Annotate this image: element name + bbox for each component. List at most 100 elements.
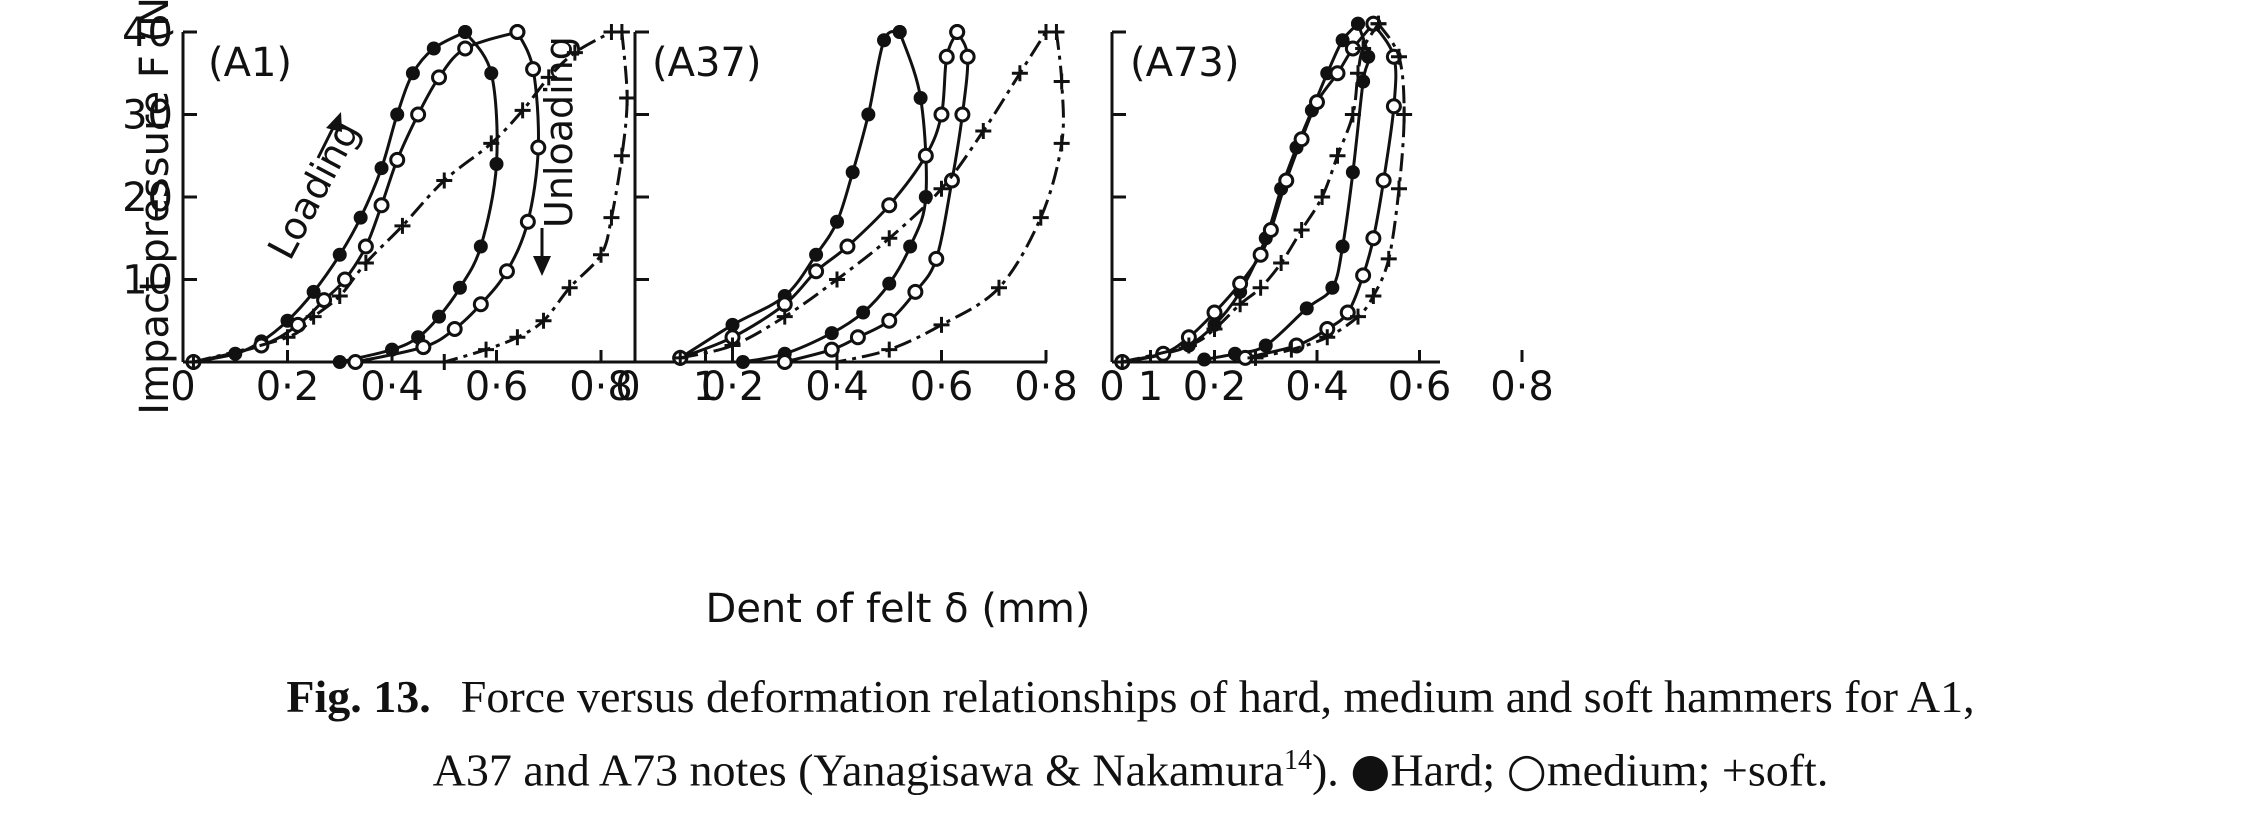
x-tick-label: 0·4	[360, 364, 424, 410]
data-point-filled	[824, 326, 839, 341]
data-point-plus	[1011, 65, 1028, 82]
data-point-plus	[514, 102, 531, 119]
data-point-plus	[436, 172, 453, 189]
data-point-open	[1375, 172, 1392, 189]
data-point-open	[907, 283, 924, 300]
data-point-open	[943, 172, 960, 189]
data-point-plus	[613, 24, 630, 40]
plus-icon: +	[1721, 744, 1748, 796]
data-point-filled	[353, 210, 368, 225]
data-point-open	[928, 250, 945, 267]
unloading-arrowhead	[533, 256, 551, 276]
data-point-open	[446, 321, 463, 337]
data-point-filled	[1345, 165, 1360, 180]
series-plus	[1114, 15, 1413, 370]
legend-medium-label: medium;	[1546, 744, 1711, 796]
legend-hard-label: Hard;	[1390, 744, 1496, 796]
data-point-plus	[975, 123, 992, 139]
caption-text-2: A37 and A73 notes (Yanagisawa & Nakamura	[432, 744, 1284, 796]
caption-text-2b: ).	[1311, 744, 1339, 796]
data-point-plus	[1293, 222, 1310, 238]
data-point-open	[357, 238, 374, 255]
data-point-plus	[613, 147, 630, 164]
data-point-plus	[603, 209, 620, 226]
annotation-loading: Loading	[259, 113, 368, 266]
data-point-open	[1293, 131, 1310, 148]
x-tick-label: 0·2	[701, 364, 765, 410]
data-point-plus	[478, 341, 495, 358]
data-point-open	[498, 263, 515, 280]
data-point-plus	[1232, 296, 1249, 313]
data-point-open	[373, 197, 390, 214]
curve-unloading	[1255, 22, 1406, 360]
data-point-plus	[566, 44, 583, 61]
y-tick-label: 10	[122, 258, 173, 304]
data-point-plus	[1344, 106, 1361, 123]
data-point-filled	[489, 157, 504, 171]
data-point-plus	[1247, 349, 1264, 366]
x-tick-label: 0·8	[1490, 364, 1554, 410]
data-point-plus	[1355, 40, 1372, 57]
data-point-filled	[1356, 74, 1371, 89]
data-point-filled	[1351, 16, 1365, 31]
data-point-filled	[809, 247, 824, 262]
data-point-filled	[1299, 301, 1314, 316]
data-point-plus	[1273, 255, 1290, 271]
data-point-filled	[452, 280, 467, 295]
data-point-plus	[990, 279, 1007, 296]
data-point-open	[509, 24, 526, 40]
x-tick-label: 0·6	[910, 364, 974, 410]
data-point-plus	[185, 354, 202, 370]
data-point-filled	[306, 284, 321, 299]
data-point-filled	[913, 91, 928, 105]
curve-unloading	[1244, 22, 1398, 360]
data-point-plus	[619, 90, 636, 106]
data-point-plus	[1032, 209, 1049, 226]
x-tick-label: 0·6	[1388, 364, 1452, 410]
curve-unloading	[1204, 23, 1370, 361]
data-point-plus	[1380, 250, 1397, 267]
reference-number: 14	[1283, 745, 1312, 776]
data-point-open	[316, 292, 333, 309]
data-point-filled	[735, 355, 750, 369]
y-tick-label: 30	[122, 93, 173, 139]
data-point-filled	[1335, 239, 1350, 254]
panel-a73: 0 0·2 0·4 0·6 0·8 (A73)	[1099, 15, 1554, 410]
data-point-open	[431, 69, 448, 86]
series-plus	[185, 24, 636, 370]
data-point-open	[938, 48, 955, 65]
data-point-open	[457, 40, 474, 57]
data-point-plus	[1053, 73, 1070, 90]
data-point-open	[1329, 65, 1346, 82]
x-tick-label: 0·4	[805, 364, 869, 410]
data-point-filled	[861, 107, 876, 122]
x-tick-label: 0	[1099, 364, 1124, 410]
data-point-open	[1252, 246, 1269, 263]
data-point-open	[776, 354, 793, 370]
data-point-open	[949, 24, 966, 40]
data-point-filled	[856, 305, 871, 320]
data-point-plus	[1252, 279, 1269, 296]
x-tick-label: 0·8	[569, 364, 633, 410]
data-point-filled	[332, 247, 347, 262]
data-point-plus	[1283, 341, 1300, 358]
curve-unloading	[443, 31, 629, 364]
data-point-plus	[1048, 24, 1065, 40]
data-point-open	[849, 329, 866, 346]
data-point-open	[808, 263, 825, 280]
data-point-open	[519, 213, 536, 230]
data-point-plus	[1370, 15, 1387, 32]
data-point-open	[1309, 94, 1325, 111]
data-point-plus	[331, 288, 348, 304]
data-point-plus	[535, 312, 552, 329]
figure-caption: Fig. 13. Force versus deformation relatio…	[0, 665, 2261, 802]
data-point-plus	[561, 279, 578, 296]
data-point-open	[881, 197, 898, 214]
data-point-filled	[1325, 280, 1340, 295]
curve-loading	[679, 31, 959, 360]
x-tick-label: 0·6	[465, 364, 529, 410]
caption-text-1: Force versus deformation relationships o…	[460, 671, 1975, 722]
series-plus	[672, 24, 1070, 370]
data-point-open	[1262, 222, 1279, 238]
